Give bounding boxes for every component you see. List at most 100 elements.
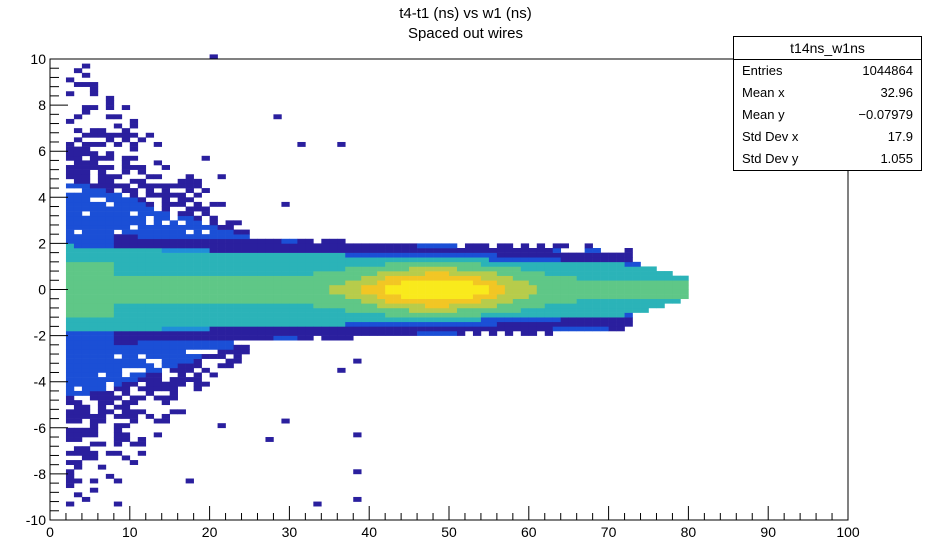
heatmap-cell xyxy=(616,280,625,286)
heatmap-cell xyxy=(169,271,178,276)
heatmap-cell xyxy=(185,275,194,281)
heatmap-cell xyxy=(313,330,322,336)
heatmap-cell xyxy=(89,238,99,244)
heatmap-cell xyxy=(305,248,314,253)
heatmap-cell xyxy=(297,257,306,263)
heatmap-cell xyxy=(177,326,186,332)
heatmap-cell xyxy=(504,266,514,272)
heatmap-cell xyxy=(241,303,250,309)
heatmap-cell xyxy=(137,238,147,244)
heatmap-cell xyxy=(153,349,163,355)
heatmap-cell xyxy=(297,317,306,323)
heatmap-cell xyxy=(329,289,338,295)
heatmap-cell xyxy=(504,317,514,323)
heatmap-cell xyxy=(241,252,250,258)
heatmap-cell xyxy=(632,280,641,286)
heatmap-cell xyxy=(129,372,139,378)
heatmap-cell xyxy=(528,303,538,309)
heatmap-cell xyxy=(241,248,250,253)
heatmap-cell xyxy=(217,294,226,300)
heatmap-cell xyxy=(97,289,107,295)
heatmap-cell xyxy=(640,275,649,281)
heatmap-cell xyxy=(217,284,226,290)
heatmap-cell xyxy=(113,289,123,295)
heatmap-cell xyxy=(169,243,178,249)
heatmap-cell xyxy=(528,321,538,327)
heatmap-cell xyxy=(185,303,194,309)
heatmap-cell xyxy=(417,294,426,300)
heatmap-cell xyxy=(353,358,362,364)
heatmap-cell xyxy=(201,280,210,286)
heatmap-cell xyxy=(201,344,210,350)
heatmap-cell xyxy=(393,317,402,323)
heatmap-cell xyxy=(129,271,139,276)
heatmap-cell xyxy=(185,183,194,189)
heatmap-cell xyxy=(81,317,91,323)
heatmap-cell xyxy=(193,381,202,387)
heatmap-cell xyxy=(313,261,322,267)
heatmap-cell xyxy=(177,335,186,341)
heatmap-cell xyxy=(265,266,274,272)
heatmap-cell xyxy=(425,257,434,263)
heatmap-cell xyxy=(281,266,290,272)
heatmap-cell xyxy=(369,312,378,318)
heatmap-cell xyxy=(161,317,170,323)
heatmap-cell xyxy=(369,289,378,295)
heatmap-cell xyxy=(552,303,562,309)
heatmap-cell xyxy=(65,146,75,152)
heatmap-cell xyxy=(305,312,314,318)
heatmap-cell xyxy=(512,317,522,323)
heatmap-cell xyxy=(257,317,266,323)
heatmap-cell xyxy=(321,261,330,267)
heatmap-cell xyxy=(353,321,362,327)
heatmap-cell xyxy=(289,248,298,253)
heatmap-cell xyxy=(185,234,194,240)
heatmap-cell xyxy=(409,289,418,295)
heatmap-cell xyxy=(417,275,426,281)
heatmap-cell xyxy=(257,312,266,318)
heatmap-cell xyxy=(105,450,115,456)
heatmap-cell xyxy=(329,317,338,323)
heatmap-cell xyxy=(504,248,514,253)
heatmap-cell xyxy=(472,243,482,249)
heatmap-cell xyxy=(209,321,218,327)
heatmap-cell xyxy=(560,289,569,295)
heatmap-cell xyxy=(113,220,123,226)
heatmap-cell xyxy=(480,280,490,286)
heatmap-cell xyxy=(193,317,202,323)
heatmap-cell xyxy=(297,326,306,332)
heatmap-cell xyxy=(105,307,115,313)
heatmap-cell xyxy=(544,284,554,290)
stats-box: t14ns_w1ns Entries 1044864 Mean x 32.96 … xyxy=(733,36,922,171)
heatmap-cell xyxy=(664,271,673,276)
heatmap-cell xyxy=(632,271,641,276)
heatmap-cell xyxy=(560,294,569,300)
heatmap-cell xyxy=(249,266,258,272)
heatmap-cell xyxy=(81,390,91,396)
heatmap-cell xyxy=(560,307,569,313)
heatmap-cell xyxy=(568,294,577,300)
heatmap-cell xyxy=(97,349,107,355)
heatmap-cell xyxy=(153,289,163,295)
heatmap-cell xyxy=(73,317,83,323)
heatmap-cell xyxy=(361,289,370,295)
heatmap-cell xyxy=(193,372,202,378)
heatmap-cell xyxy=(401,271,410,276)
heatmap-cell xyxy=(81,377,91,382)
heatmap-cell xyxy=(520,317,530,323)
heatmap-cell xyxy=(145,321,155,327)
heatmap-cell xyxy=(488,266,498,272)
heatmap-cell xyxy=(73,367,83,373)
heatmap-cell xyxy=(137,298,147,304)
heatmap-cell xyxy=(584,257,593,263)
heatmap-cell xyxy=(137,377,147,382)
heatmap-cell xyxy=(592,284,601,290)
heatmap-cell xyxy=(65,478,75,484)
heatmap-cell xyxy=(81,358,91,364)
heatmap-cell xyxy=(472,266,482,272)
heatmap-cell xyxy=(89,427,99,433)
heatmap-cell xyxy=(89,165,99,170)
heatmap-cell xyxy=(73,257,83,263)
heatmap-cell xyxy=(273,271,282,276)
heatmap-cell xyxy=(273,243,282,249)
